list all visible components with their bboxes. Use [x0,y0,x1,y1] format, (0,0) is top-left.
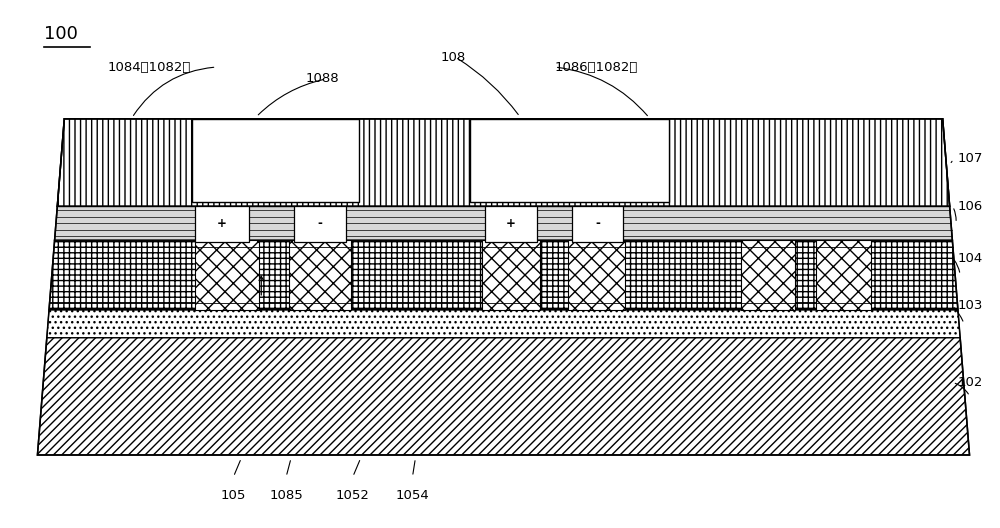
Text: 103: 103 [958,299,983,312]
Bar [568,240,625,310]
Text: -: - [318,216,322,230]
Polygon shape [57,119,950,206]
Bar [470,119,669,202]
Text: +: + [506,216,516,230]
Bar [482,240,540,310]
Bar [572,204,623,242]
Text: 1052: 1052 [336,489,370,502]
Text: 1085: 1085 [269,489,303,502]
Bar [289,240,351,310]
Bar [294,204,346,242]
Text: 106: 106 [958,200,983,213]
Text: 102: 102 [958,376,983,389]
Bar [568,240,625,310]
Text: 100: 100 [44,25,78,43]
Text: 1054: 1054 [396,489,429,502]
Text: -: - [595,216,600,230]
Polygon shape [55,206,952,240]
Text: 107: 107 [958,152,983,165]
Bar [192,119,359,202]
Text: 108: 108 [440,51,466,63]
Bar [195,204,249,242]
Text: 1086（1082）: 1086（1082） [555,61,638,73]
Bar [741,240,795,310]
Bar [195,240,259,310]
Bar [289,240,351,310]
Text: 105: 105 [221,489,246,502]
Bar [482,240,540,310]
Polygon shape [47,310,960,337]
Bar [816,240,871,310]
Polygon shape [49,240,958,310]
Text: +: + [217,216,227,230]
Bar [485,204,537,242]
Text: 104: 104 [958,251,983,265]
Bar [816,240,871,310]
Polygon shape [37,337,970,455]
Bar [741,240,795,310]
Text: 1088: 1088 [306,72,340,86]
Bar [195,240,259,310]
Text: 1084（1082）: 1084（1082） [107,61,190,73]
